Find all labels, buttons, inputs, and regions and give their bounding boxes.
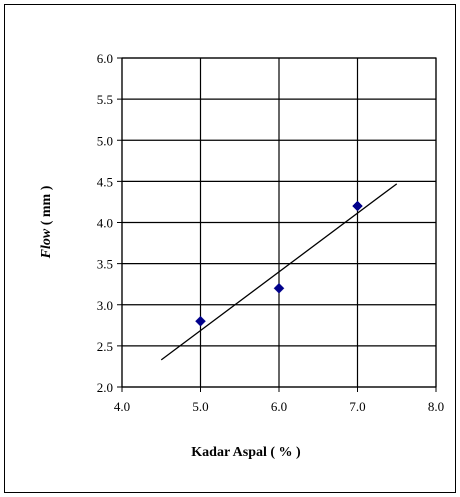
trendline — [160, 183, 398, 361]
x-tick-label: 6.0 — [271, 399, 287, 414]
x-tick-label: 5.0 — [192, 399, 208, 414]
x-axis-label: Kadar Aspal ( % ) — [191, 445, 301, 460]
x-tick-label: 4.0 — [114, 399, 130, 414]
data-point-diamond — [195, 315, 206, 327]
y-tick-label: 6.0 — [97, 51, 113, 66]
y-tick-label: 2.5 — [97, 339, 113, 354]
x-tick-label: 7.0 — [349, 399, 365, 414]
y-tick-labels: 2.0 2.5 3.0 3.5 4.0 4.5 5.0 5.5 6.0 — [97, 51, 122, 395]
data-points — [195, 200, 363, 327]
y-tick-label: 5.0 — [97, 133, 113, 148]
y-axis-label-unit: ( mm ) — [39, 185, 54, 228]
chart-frame — [4, 4, 456, 493]
y-axis-label-italic: Flow — [39, 228, 54, 259]
x-tick-labels: 4.0 5.0 6.0 7.0 8.0 — [114, 387, 444, 414]
x-tick-label: 8.0 — [428, 399, 444, 414]
grid-lines — [121, 57, 437, 388]
trendline-layer — [160, 183, 398, 361]
y-tick-label: 5.5 — [97, 92, 113, 107]
y-tick-label: 4.5 — [97, 174, 113, 189]
y-tick-label: 4.0 — [97, 216, 113, 231]
y-axis-label: Flow ( mm ) — [39, 185, 54, 259]
y-tick-label: 3.5 — [97, 257, 113, 272]
y-tick-label: 3.0 — [97, 298, 113, 313]
y-tick-label: 2.0 — [97, 380, 113, 395]
data-point-diamond — [273, 282, 285, 294]
data-point-diamond — [352, 200, 363, 212]
